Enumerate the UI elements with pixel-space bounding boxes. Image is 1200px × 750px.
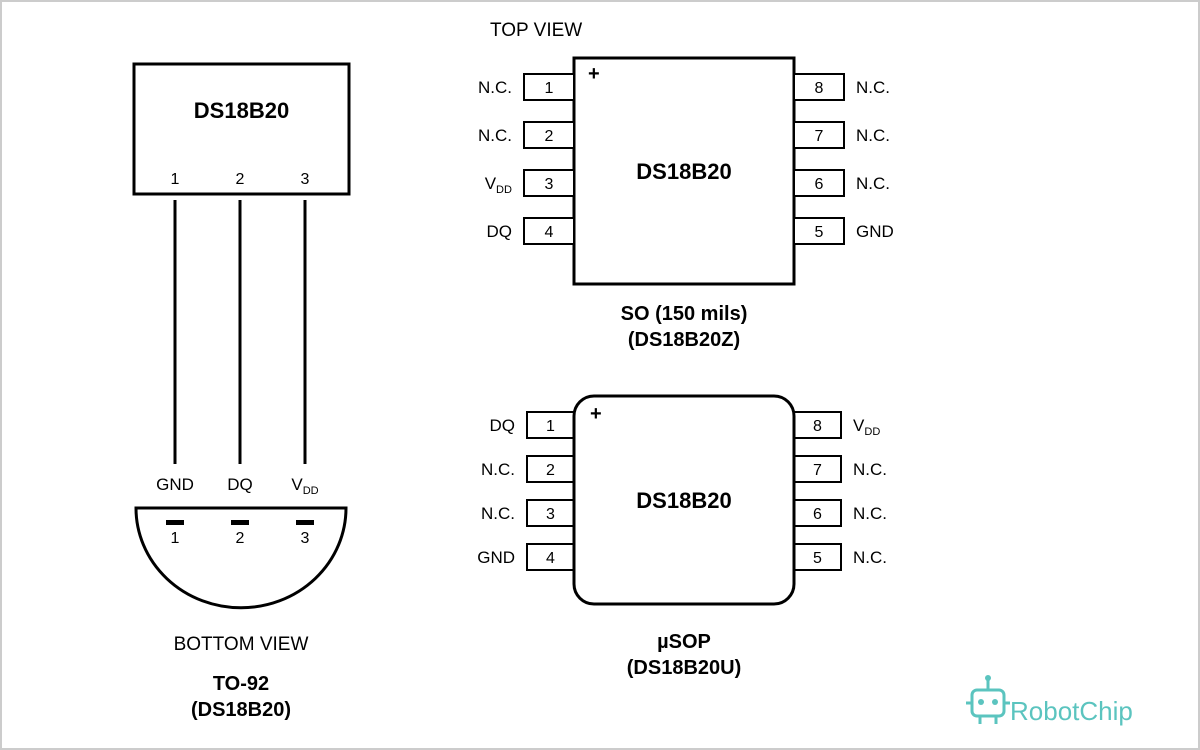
top-view-label: TOP VIEW [490, 20, 582, 41]
so-partname: DS18B20 [636, 159, 731, 184]
to92-pin-num-2: 2 [236, 171, 245, 188]
so-pin-label-4: DQ [487, 222, 513, 241]
usop-pin-label-5: N.C. [853, 548, 887, 567]
logo-text: RobotChip [1010, 696, 1133, 726]
so-pin-num-5: 5 [815, 224, 824, 241]
usop-pin-num-5: 5 [813, 550, 822, 567]
so-pin-label-8: N.C. [856, 78, 890, 97]
usop-pin1-marker: + [590, 403, 602, 425]
to92-caption-2: (DS18B20) [191, 699, 291, 721]
usop-partname: DS18B20 [636, 488, 731, 513]
usop-pin-label-1: DQ [490, 416, 516, 435]
so-caption-2: (DS18B20Z) [628, 329, 740, 351]
usop-caption-1: µSOP [657, 631, 711, 653]
so-pin-num-4: 4 [545, 224, 554, 241]
to92-pin-num-1: 1 [171, 171, 180, 188]
so-pin1-marker: + [588, 63, 600, 85]
logo-robot-eye-right [992, 699, 998, 705]
to92-bottom-num-1: 1 [171, 530, 180, 547]
to92-bottom-pad-1 [166, 520, 184, 525]
so-pin-label-6: N.C. [856, 174, 890, 193]
to92-pin-label-1: GND [156, 475, 194, 494]
to92-bottom-pad-3 [296, 520, 314, 525]
usop-pin-num-3: 3 [546, 506, 555, 523]
so-pin-label-7: N.C. [856, 126, 890, 145]
to92-bottom-num-2: 2 [236, 530, 245, 547]
so-pin-num-8: 8 [815, 80, 824, 97]
so-pin-num-7: 7 [815, 128, 824, 145]
so-pin-num-6: 6 [815, 176, 824, 193]
usop-pin-label-2: N.C. [481, 460, 515, 479]
usop-pin-num-7: 7 [813, 462, 822, 479]
to92-pin-num-3: 3 [301, 171, 310, 188]
usop-pin-label-6: N.C. [853, 504, 887, 523]
so-pin-num-1: 1 [545, 80, 554, 97]
to92-partname: DS18B20 [194, 98, 289, 123]
so-caption-1: SO (150 mils) [621, 303, 748, 325]
so-pin-label-2: N.C. [478, 126, 512, 145]
usop-pin-label-3: N.C. [481, 504, 515, 523]
so-pin-label-1: N.C. [478, 78, 512, 97]
usop-pin-label-7: N.C. [853, 460, 887, 479]
logo-robot-eye-left [978, 699, 984, 705]
usop-caption-2: (DS18B20U) [627, 657, 741, 679]
usop-pin-num-1: 1 [546, 418, 555, 435]
to92-bottom-view-label: BOTTOM VIEW [174, 634, 309, 655]
so-pin-label-5: GND [856, 222, 894, 241]
usop-pin-num-4: 4 [546, 550, 555, 567]
to92-bottom-num-3: 3 [301, 530, 310, 547]
to92-pin-label-2: DQ [227, 475, 253, 494]
so-pin-num-2: 2 [545, 128, 554, 145]
to92-bottom-pad-2 [231, 520, 249, 525]
usop-pin-num-2: 2 [546, 462, 555, 479]
logo-robot-antenna-tip [985, 675, 991, 681]
so-pin-num-3: 3 [545, 176, 554, 193]
usop-pin-label-4: GND [477, 548, 515, 567]
usop-pin-num-8: 8 [813, 418, 822, 435]
to92-caption-1: TO-92 [213, 673, 269, 695]
usop-pin-num-6: 6 [813, 506, 822, 523]
